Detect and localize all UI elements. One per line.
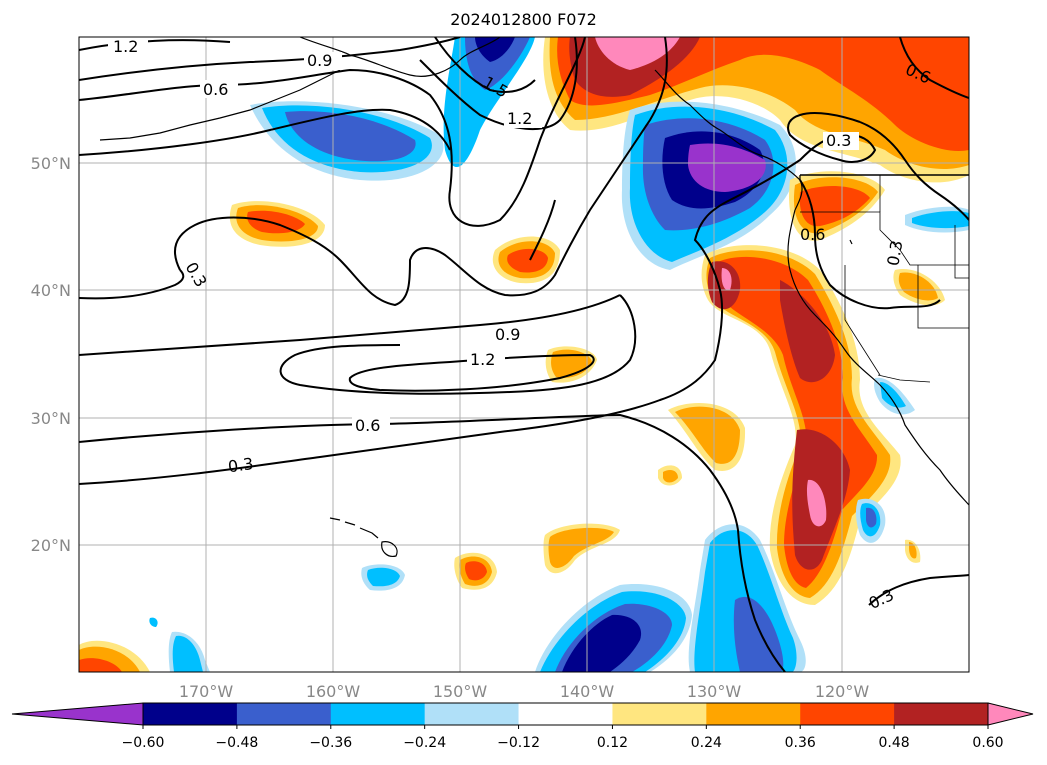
colorbar-segment — [612, 703, 707, 725]
lon-label-150w: 150°W — [433, 682, 488, 701]
colorbar-tick-label: −0.12 — [497, 735, 540, 751]
colorbar-tick-label: 0.24 — [691, 735, 722, 751]
colorbar-arrow-low — [12, 703, 143, 725]
contour-label: 0.6 — [203, 80, 228, 99]
contour-label-bg — [823, 132, 859, 150]
colorbar-tick-label: 0.36 — [785, 735, 816, 751]
colorbar-tick-label: −0.36 — [309, 735, 352, 751]
colorbar-tick-label: −0.24 — [403, 735, 446, 751]
shaded-field-layer — [79, 37, 969, 672]
contour-label: 1.2 — [470, 350, 495, 369]
colorbar-tick-label: 0.48 — [879, 735, 910, 751]
contour-label-bg — [492, 325, 530, 343]
map-title: 2024012800 F072 — [450, 10, 597, 29]
map-frame — [78, 36, 970, 673]
colorbar-segment — [424, 703, 520, 725]
latitude-axis: 50°N 40°N 30°N 20°N — [31, 154, 71, 555]
contour-label-bg — [200, 80, 238, 98]
lat-label-50n: 50°N — [31, 154, 71, 173]
lat-label-40n: 40°N — [31, 281, 71, 300]
contour-label: 0.9 — [495, 325, 520, 344]
colorbar-outline — [142, 702, 989, 726]
colorbar-tick-label: −0.60 — [122, 735, 165, 751]
lon-label-130w: 130°W — [687, 682, 742, 701]
contour-label: 0.6 — [800, 225, 825, 244]
lon-label-170w: 170°W — [179, 682, 234, 701]
colorbar-segment — [330, 703, 426, 725]
contour-label: 0.3 — [227, 454, 255, 476]
lon-label-120w: 120°W — [815, 682, 870, 701]
lon-label-160w: 160°W — [306, 682, 361, 701]
lat-label-20n: 20°N — [31, 536, 71, 555]
contour-label: 0.3 — [826, 131, 851, 150]
colorbar-ticks: −0.60 −0.48 −0.36 −0.24 −0.12 0.12 0.24 0.36 0.4… — [122, 725, 1004, 751]
colorbar-arrow-high — [988, 703, 1033, 725]
colorbar-segment — [143, 703, 238, 725]
contour-label: 0.9 — [307, 51, 332, 70]
colorbar-segments — [12, 703, 1033, 725]
colorbar-segment — [518, 703, 613, 725]
contour-label: 0.6 — [355, 416, 380, 435]
colorbar-segment — [800, 703, 895, 725]
colorbar: −0.60 −0.48 −0.36 −0.24 −0.12 0.12 0.24 0.36 0.4… — [11, 702, 1034, 751]
contour-label-bg — [352, 416, 390, 434]
colorbar-tick-label: 0.60 — [972, 735, 1003, 751]
longitude-axis: 170°W 160°W 150°W 140°W 130°W 120°W — [179, 682, 870, 701]
contour-label-bg — [467, 350, 505, 368]
contour-label-bg — [108, 37, 148, 55]
coastlines — [99, 37, 969, 557]
negative-anomaly-north-central — [443, 37, 535, 168]
lat-label-30n: 30°N — [31, 409, 71, 428]
lon-label-140w: 140°W — [560, 682, 615, 701]
colorbar-tick-label: −0.48 — [215, 735, 258, 751]
contour-label: 1.2 — [113, 37, 138, 56]
contour-label-bg — [504, 110, 542, 128]
contour-label-bg — [304, 52, 342, 70]
contour-label: 0.3 — [883, 239, 906, 267]
colorbar-segment — [894, 703, 989, 725]
contour-label: 1.2 — [507, 109, 532, 128]
colorbar-segment — [706, 703, 801, 725]
contour-lines — [79, 37, 969, 672]
colorbar-tick-label: 0.12 — [597, 735, 628, 751]
colorbar-segment — [236, 703, 332, 725]
